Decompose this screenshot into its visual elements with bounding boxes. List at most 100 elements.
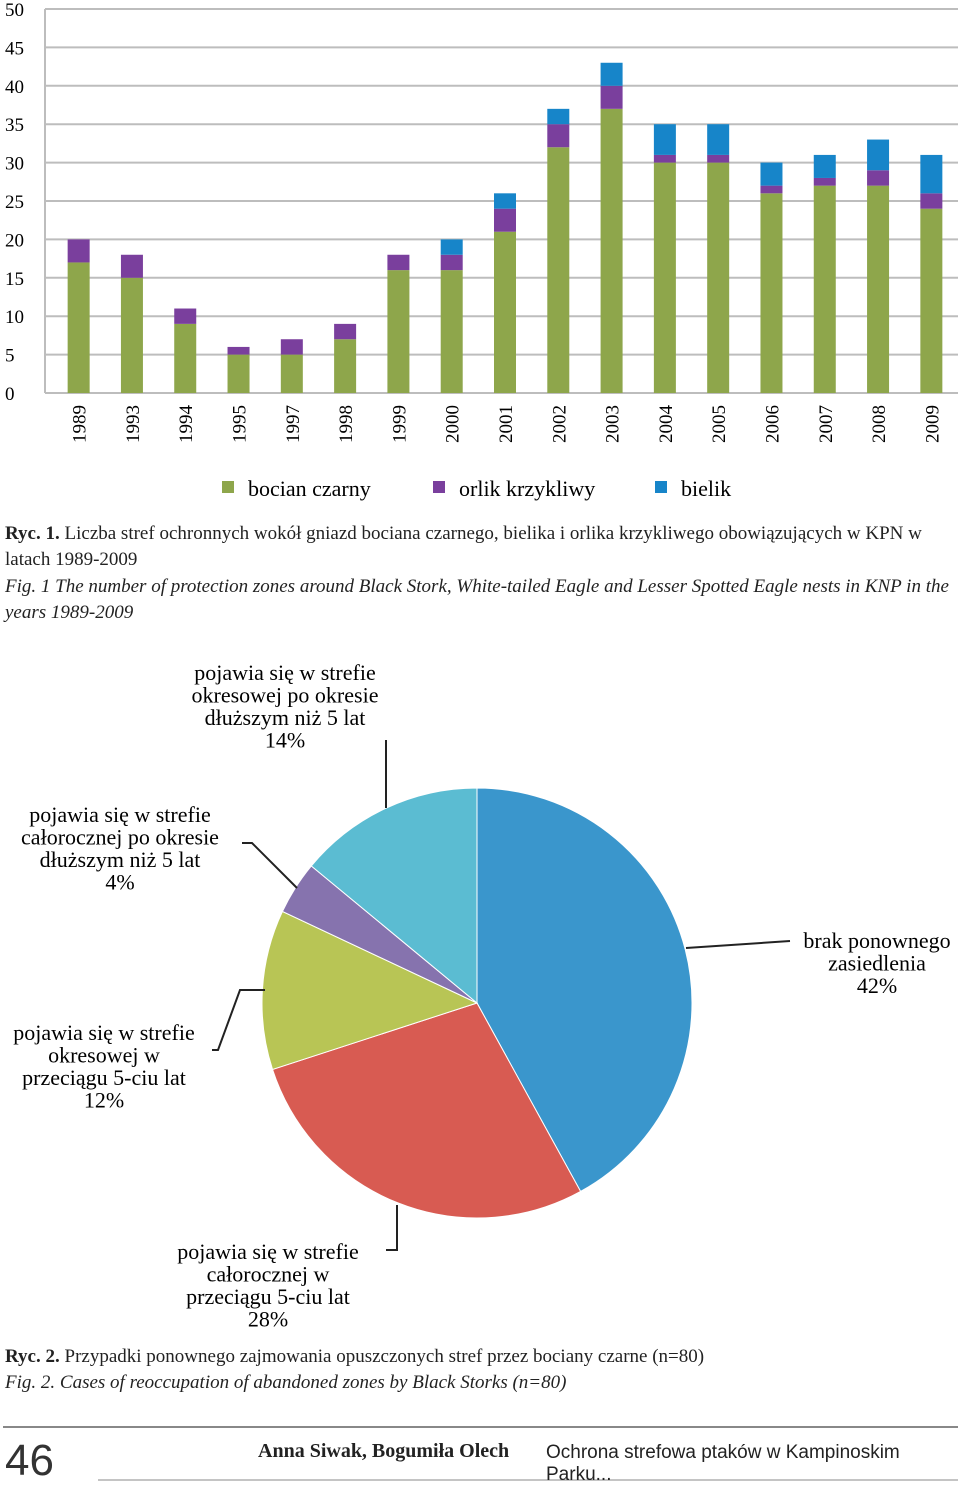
bar-segment — [600, 108, 623, 393]
bar-segment — [547, 124, 570, 148]
x-tick-label: 1989 — [70, 405, 91, 443]
bar-segment — [280, 339, 303, 355]
bar-segment — [867, 170, 890, 186]
x-tick-label: 2006 — [762, 405, 783, 443]
bar-segment — [334, 323, 357, 340]
legend-label: bielik — [681, 476, 731, 501]
legend-swatch — [433, 481, 445, 493]
slice-label: pojawia się w strefie — [13, 1020, 194, 1045]
bar-segment — [334, 339, 357, 393]
bar-segment — [174, 308, 197, 324]
y-tick-label: 5 — [5, 346, 15, 367]
slice-label: dłuższym niż 5 lat — [40, 847, 201, 872]
slice-label: dłuższym niż 5 lat — [205, 705, 366, 730]
slice-label: zasiedlenia — [828, 951, 926, 976]
bar-segment — [653, 124, 676, 155]
slice-label: brak ponownego — [803, 928, 950, 953]
bar-segment — [600, 85, 623, 109]
caption-label: Ryc. 1. — [5, 523, 60, 544]
pie-slice — [476, 787, 693, 1193]
x-tick-label: 1994 — [176, 405, 197, 444]
x-tick-label: 1998 — [336, 405, 357, 443]
bar-segment — [387, 254, 410, 271]
pie-slice — [271, 1002, 582, 1219]
bar-segment — [867, 185, 890, 393]
x-tick-label: 2009 — [922, 405, 943, 443]
x-tick-label: 2003 — [603, 405, 624, 443]
bar-segment — [600, 62, 623, 86]
bar-segment — [227, 346, 250, 355]
running-title: Ochrona strefowa ptaków w Kampinoskim Pa… — [546, 1442, 900, 1485]
bar-segment — [920, 193, 943, 209]
caption-text: Przypadki ponownego zajmowania opuszczon… — [64, 1346, 705, 1367]
x-tick-label: 1997 — [283, 405, 304, 443]
bar-segment — [707, 154, 730, 163]
bar-segment — [440, 254, 463, 271]
bar-segment — [494, 193, 516, 209]
authors: Anna Siwak, Bogumiła Olech — [258, 1440, 510, 1462]
caption: Ryc. 1. Liczba stref ochronnych wokół gn… — [5, 521, 957, 573]
slice-label: okresowej w — [48, 1043, 160, 1068]
page-number: 46 — [5, 1436, 54, 1485]
bar-segment — [174, 323, 197, 393]
y-tick-label: 30 — [5, 154, 24, 175]
bar-segment — [494, 231, 516, 393]
y-tick-label: 25 — [5, 192, 24, 213]
x-tick-label: 2007 — [816, 405, 837, 443]
slice-value-label: 14% — [265, 728, 305, 753]
bar-segment — [813, 177, 836, 186]
x-tick-label: 2002 — [549, 405, 570, 443]
caption: Fig. 1 The number of protection zones ar… — [5, 574, 957, 626]
leader-line — [212, 989, 265, 1051]
bar-segment — [494, 208, 516, 232]
bar-segment — [440, 239, 463, 255]
bar-segment — [653, 162, 676, 393]
caption: Fig. 2. Cases of reoccupation of abandon… — [5, 1370, 957, 1396]
slice-label: pojawia się w strefie — [194, 660, 375, 685]
slice-label: całorocznej po okresie — [21, 825, 219, 850]
bar-segment — [813, 185, 836, 393]
bar-segment — [760, 185, 783, 194]
slice-value-label: 42% — [857, 973, 897, 998]
y-tick-label: 20 — [5, 230, 24, 251]
caption: Ryc. 2. Przypadki ponownego zajmowania o… — [5, 1344, 957, 1370]
bar-segment — [920, 154, 943, 194]
bar-segment — [653, 154, 676, 163]
bar-segment — [67, 262, 90, 393]
x-tick-label: 1999 — [389, 405, 410, 443]
y-tick-label: 40 — [5, 77, 24, 98]
x-tick-label: 2008 — [869, 405, 890, 443]
slice-label: przeciągu 5-ciu lat — [186, 1284, 350, 1309]
bar-segment — [67, 239, 90, 263]
pie-slice — [310, 787, 478, 1005]
slice-label: całorocznej w — [207, 1262, 330, 1287]
caption-label: Ryc. 2. — [5, 1346, 60, 1367]
x-tick-label: 2005 — [709, 405, 730, 443]
legend-swatch — [222, 481, 234, 493]
x-tick-label: 1993 — [123, 405, 144, 443]
bar-segment — [760, 193, 783, 393]
y-tick-label: 50 — [5, 0, 24, 21]
slice-value-label: 4% — [105, 870, 134, 895]
bar-segment — [120, 277, 143, 393]
x-tick-label: 2004 — [656, 405, 677, 444]
x-tick-label: 2001 — [496, 405, 517, 443]
legend-label: bocian czarny — [248, 476, 371, 501]
x-tick-label: 1995 — [230, 405, 251, 443]
bar-segment — [440, 270, 463, 393]
legend-swatch — [655, 481, 667, 493]
slice-value-label: 28% — [248, 1307, 288, 1332]
caption-label: Fig. 2. — [5, 1372, 56, 1393]
leader-line — [242, 842, 298, 889]
bar-segment — [920, 208, 943, 393]
y-tick-label: 45 — [5, 38, 24, 59]
slice-label: pojawia się w strefie — [29, 802, 210, 827]
legend-label: orlik krzykliwy — [459, 476, 595, 501]
bar-segment — [867, 139, 890, 171]
bar-segment — [227, 354, 250, 393]
slice-label: przeciągu 5-ciu lat — [22, 1065, 186, 1090]
leader-line — [685, 940, 791, 949]
slice-value-label: 12% — [84, 1088, 124, 1113]
